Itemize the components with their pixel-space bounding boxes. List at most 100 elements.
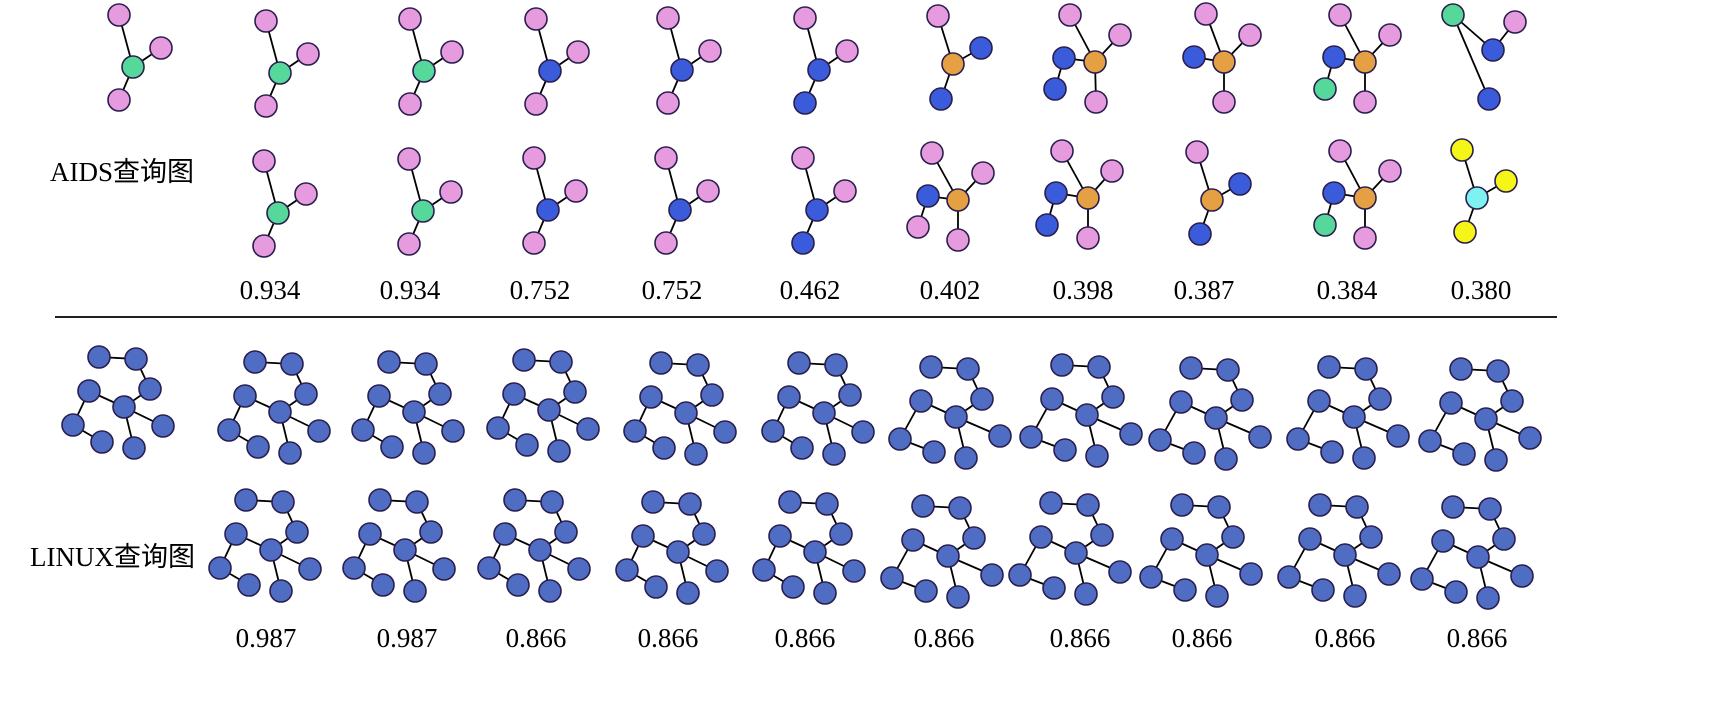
aids-graph-3-node (524, 7, 548, 31)
linux-graph-15-node (842, 559, 866, 583)
linux-graph-17-node (1008, 563, 1032, 587)
linux-graph-8-node (1230, 388, 1254, 412)
aids-graph-13-node (522, 231, 546, 255)
linux-graph-15-node (778, 490, 802, 514)
linux-graph-3-node (547, 439, 571, 463)
linux-graph-16-node (980, 563, 1004, 587)
linux-graph-9-node (1354, 357, 1378, 381)
linux-graph-12-node (403, 579, 427, 603)
linux-graph-7-node (1040, 387, 1064, 411)
aids-graph-16-node (946, 188, 970, 212)
linux-graph-15-node (781, 575, 805, 599)
linux-score-2: 0.987 (376, 623, 438, 653)
aids-graph-20-node (1494, 169, 1518, 193)
linux-graph-2-node (351, 418, 375, 442)
linux-graph-20-node (1410, 567, 1434, 591)
linux-graph-15-node (829, 522, 853, 546)
linux-graph-15-node (768, 524, 792, 548)
linux-graph-9-node (1342, 405, 1366, 429)
linux-graph-5-node (761, 419, 785, 443)
linux-graph-8-node (1216, 358, 1240, 382)
linux-graph-19-node (1298, 527, 1322, 551)
linux-graph-9-node (1286, 427, 1310, 451)
linux-graph-20-node (1441, 495, 1465, 519)
linux-graph-0-node (124, 347, 148, 371)
aids-graph-14-node (668, 198, 692, 222)
aids-graph-18-node (1185, 140, 1209, 164)
aids-graph-10-node (1477, 87, 1501, 111)
linux-graph-6-node (888, 427, 912, 451)
aids-graph-4-node (656, 91, 680, 115)
aids-graph-9-node (1328, 3, 1352, 27)
linux-score-4: 0.866 (637, 623, 699, 653)
linux-graph-4-node (649, 351, 673, 375)
linux-graph-1-node (217, 418, 241, 442)
linux-graph-2-node (380, 435, 404, 459)
linux-graph-17-node (1090, 523, 1114, 547)
aids-graph-15-node (833, 179, 857, 203)
linux-query-label: LINUX查询图 (30, 542, 195, 572)
linux-graph-8-node (1169, 390, 1193, 414)
linux-graph-16-node (936, 544, 960, 568)
linux-graph-7-node (1075, 403, 1099, 427)
linux-graph-16-node (946, 585, 970, 609)
linux-graph-11-node (271, 490, 295, 514)
linux-graph-19-node (1343, 584, 1367, 608)
linux-graph-20-node (1492, 527, 1516, 551)
aids-graph-2-node (440, 40, 464, 64)
linux-graph-12-node (432, 557, 456, 581)
linux-score-6: 0.866 (913, 623, 975, 653)
aids-graph-10-node (1503, 10, 1527, 34)
linux-graph-13-node (503, 488, 527, 512)
linux-graph-5-node (790, 436, 814, 460)
linux-graph-10-node (1449, 357, 1473, 381)
linux-graph-19-node (1308, 493, 1332, 517)
aids-graph-8-node (1212, 90, 1236, 114)
aids-graph-7-node (1083, 50, 1107, 74)
aids-graph-14-node (654, 146, 678, 170)
linux-graph-3-node (549, 350, 573, 374)
linux-graph-10-node (1486, 359, 1510, 383)
linux-graph-1-node (268, 400, 292, 424)
aids-graph-18-node (1228, 172, 1252, 196)
aids-graph-8-node (1212, 50, 1236, 74)
linux-graph-2-node (367, 384, 391, 408)
linux-graph-19-node (1311, 578, 1335, 602)
aids-graph-15-node (805, 198, 829, 222)
aids-graph-1-node (254, 94, 278, 118)
linux-graph-1-node (280, 352, 304, 376)
linux-score-7: 0.866 (1049, 623, 1111, 653)
linux-graph-17-node (1039, 491, 1063, 515)
aids-graph-1-node (268, 61, 292, 85)
linux-graph-17-node (1064, 541, 1088, 565)
linux-graph-14-node (676, 581, 700, 605)
aids-graph-13-node (564, 179, 588, 203)
aids-graph-19-node (1378, 159, 1402, 183)
linux-graph-11-node (285, 520, 309, 544)
linux-graph-12-node (342, 556, 366, 580)
linux-graph-2-node (402, 400, 426, 424)
aids-score-9: 0.384 (1316, 275, 1378, 305)
linux-graph-0-node (112, 395, 136, 419)
linux-graph-16-node (901, 528, 925, 552)
linux-graph-20-node (1444, 580, 1468, 604)
linux-graph-18-node (1239, 562, 1263, 586)
aids-graph-7-node (1084, 90, 1108, 114)
linux-graph-4-node (623, 419, 647, 443)
aids-graph-3-node (538, 59, 562, 83)
linux-score-3: 0.866 (505, 623, 567, 653)
linux-graph-18-node (1195, 543, 1219, 567)
aids-graph-16-node (916, 184, 940, 208)
aids-score-6: 0.402 (919, 275, 981, 305)
aids-graph-19-node (1328, 139, 1352, 163)
linux-graph-20-node (1510, 564, 1534, 588)
aids-graph-17-node (1076, 186, 1100, 210)
linux-graph-5-node (851, 420, 875, 444)
linux-graph-16-node (914, 579, 938, 603)
aids-graph-14-node (696, 179, 720, 203)
linux-graph-5-node (824, 353, 848, 377)
linux-graph-15-node (815, 492, 839, 516)
linux-graph-10-node (1474, 407, 1498, 431)
linux-graph-15-node (803, 540, 827, 564)
